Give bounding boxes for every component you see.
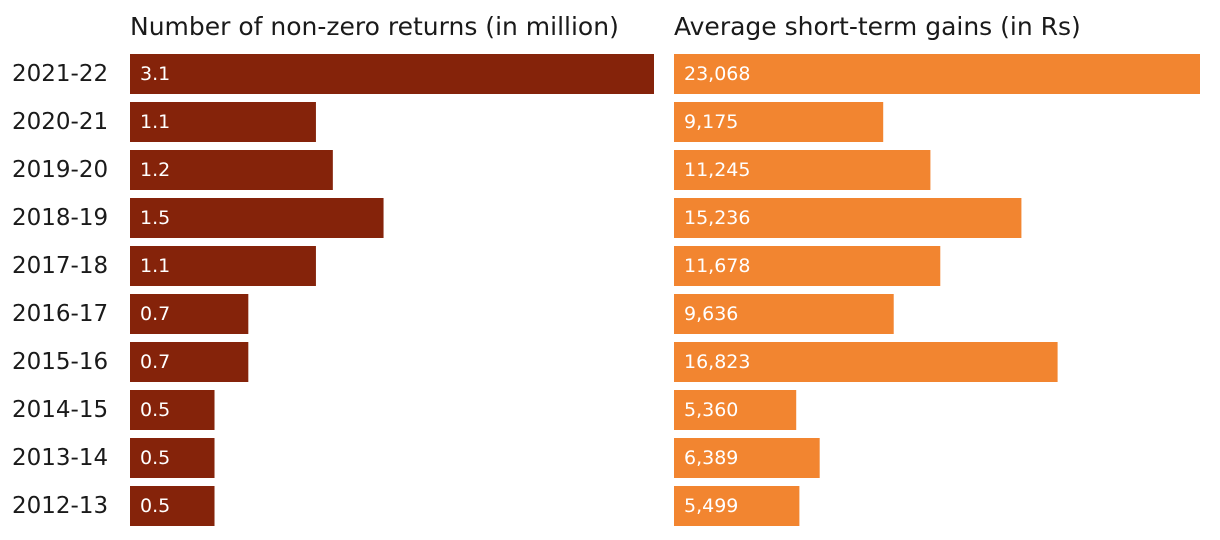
panel-gains: Average short-term gains (in Rs) 23,068 9,…	[674, 12, 1200, 526]
bar-value-label: 1.1	[140, 255, 170, 277]
bar	[674, 102, 884, 142]
bar	[674, 198, 1022, 238]
category-label: 2017-18	[12, 253, 108, 279]
bar-value-label: 0.7	[140, 303, 170, 325]
bar-value-label: 9,636	[684, 303, 738, 325]
bar-value-label: 0.5	[140, 399, 170, 421]
bar	[674, 390, 797, 430]
category-label: 2013-14	[12, 445, 108, 471]
category-label: 2012-13	[12, 493, 108, 519]
bar-value-label: 5,499	[684, 495, 738, 517]
bar-value-label: 11,678	[684, 255, 750, 277]
bar-value-label: 6,389	[684, 447, 738, 469]
bar	[130, 54, 654, 94]
category-label: 2021-22	[12, 61, 108, 87]
bar	[130, 102, 316, 142]
bar-value-label: 0.5	[140, 447, 170, 469]
panel-returns: Number of non-zero returns (in million) 3…	[130, 12, 654, 526]
bar	[674, 438, 820, 478]
bar	[130, 486, 215, 526]
category-label: 2018-19	[12, 205, 108, 231]
bar	[130, 294, 249, 334]
bar	[130, 198, 384, 238]
bar	[674, 294, 894, 334]
bar-value-label: 15,236	[684, 207, 750, 229]
bar-value-label: 1.5	[140, 207, 170, 229]
bar	[130, 246, 316, 286]
bar-value-label: 5,360	[684, 399, 738, 421]
bar-value-label: 16,823	[684, 351, 750, 373]
bar	[674, 150, 931, 190]
category-label: 2020-21	[12, 109, 108, 135]
bar-value-label: 1.2	[140, 159, 170, 181]
bar-value-label: 1.1	[140, 111, 170, 133]
category-label: 2019-20	[12, 157, 108, 183]
panel-title: Number of non-zero returns (in million)	[130, 12, 619, 41]
bar	[130, 390, 215, 430]
bar	[674, 246, 941, 286]
bar-value-label: 3.1	[140, 63, 170, 85]
category-label: 2015-16	[12, 349, 108, 375]
bar-value-label: 9,175	[684, 111, 738, 133]
bar	[130, 342, 249, 382]
bar-value-label: 23,068	[684, 63, 750, 85]
bar-value-label: 0.7	[140, 351, 170, 373]
bar-value-label: 11,245	[684, 159, 750, 181]
bar	[674, 342, 1058, 382]
category-label: 2014-15	[12, 397, 108, 423]
bar	[674, 486, 800, 526]
bar	[130, 150, 333, 190]
bar	[674, 54, 1200, 94]
panel-title: Average short-term gains (in Rs)	[674, 12, 1081, 41]
category-label: 2016-17	[12, 301, 108, 327]
bar	[130, 438, 215, 478]
bar-value-label: 0.5	[140, 495, 170, 517]
